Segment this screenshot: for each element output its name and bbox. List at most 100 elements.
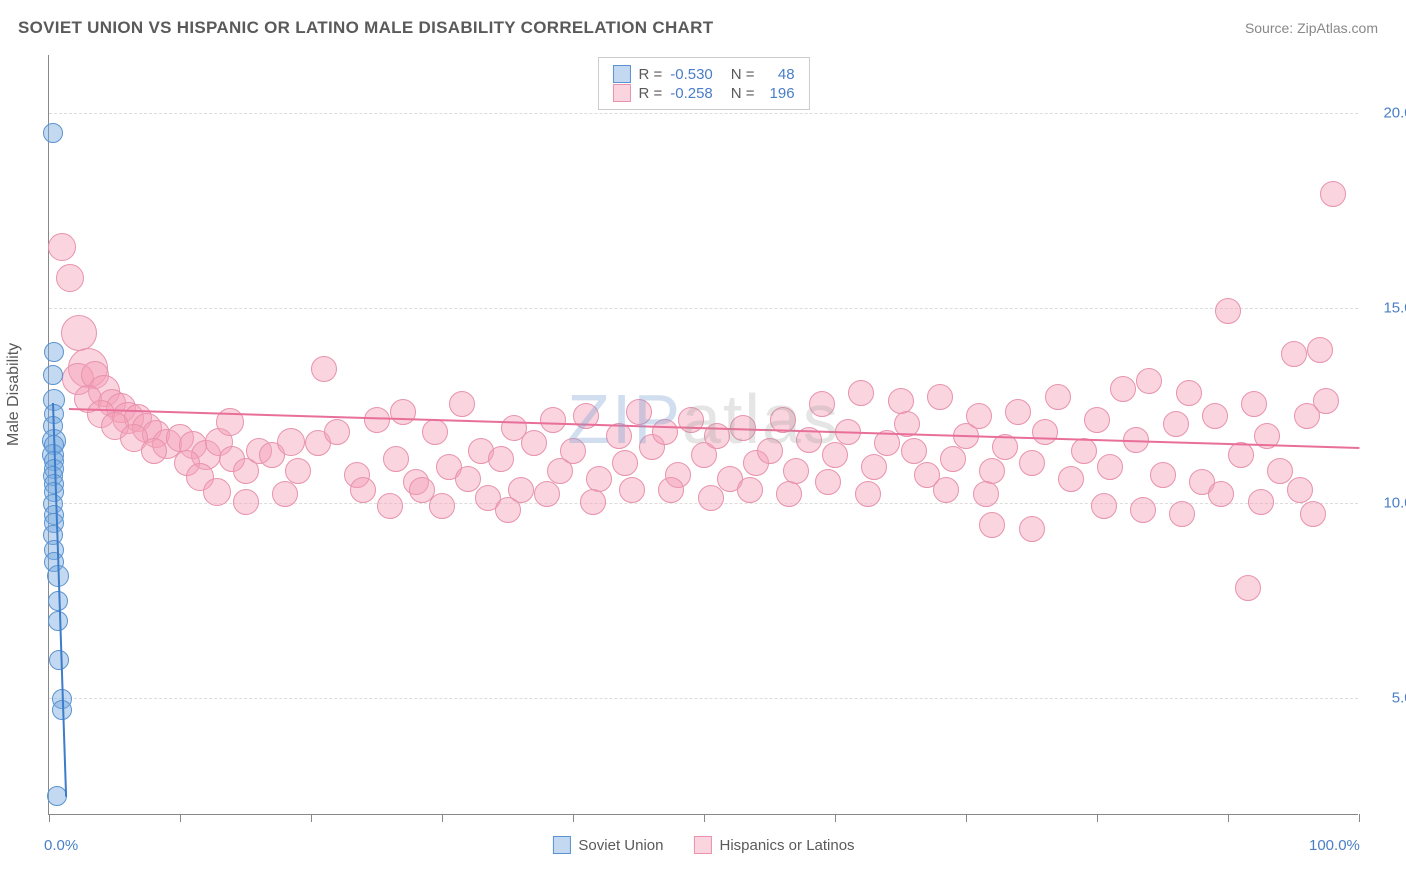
scatter-point bbox=[383, 446, 409, 472]
scatter-point bbox=[1058, 466, 1084, 492]
scatter-point bbox=[1176, 380, 1202, 406]
scatter-point bbox=[698, 485, 724, 511]
scatter-point bbox=[822, 442, 848, 468]
legend-n-value: 196 bbox=[763, 85, 795, 102]
scatter-point bbox=[1215, 298, 1241, 324]
legend-r-value: -0.530 bbox=[670, 66, 713, 83]
scatter-point bbox=[455, 466, 481, 492]
legend-stats: R =-0.530N =48R =-0.258N =196 bbox=[597, 57, 809, 110]
scatter-point bbox=[1228, 442, 1254, 468]
scatter-point bbox=[324, 419, 350, 445]
scatter-point bbox=[1091, 493, 1117, 519]
scatter-point bbox=[757, 438, 783, 464]
source-label: Source: ZipAtlas.com bbox=[1245, 20, 1378, 36]
x-tick-label: 100.0% bbox=[1309, 837, 1360, 854]
y-tick-label: 5.0% bbox=[1392, 690, 1406, 707]
scatter-point bbox=[1071, 438, 1097, 464]
legend-label: Soviet Union bbox=[578, 837, 663, 854]
scatter-point bbox=[612, 450, 638, 476]
scatter-point bbox=[272, 481, 298, 507]
x-tick bbox=[835, 814, 836, 822]
scatter-point bbox=[350, 477, 376, 503]
y-axis-title: Male Disability bbox=[5, 343, 23, 446]
scatter-point bbox=[1320, 181, 1346, 207]
scatter-point bbox=[815, 469, 841, 495]
scatter-point bbox=[44, 342, 64, 362]
y-tick-label: 15.0% bbox=[1383, 300, 1406, 317]
scatter-point bbox=[429, 493, 455, 519]
scatter-point bbox=[652, 419, 678, 445]
scatter-point bbox=[43, 123, 63, 143]
legend-swatch bbox=[552, 836, 570, 854]
scatter-point bbox=[56, 264, 84, 292]
scatter-point bbox=[1287, 477, 1313, 503]
y-tick-label: 10.0% bbox=[1383, 495, 1406, 512]
scatter-point bbox=[61, 315, 97, 351]
scatter-point bbox=[1169, 501, 1195, 527]
scatter-point bbox=[534, 481, 560, 507]
gridline-h bbox=[49, 308, 1358, 309]
scatter-point bbox=[203, 478, 231, 506]
scatter-point bbox=[495, 497, 521, 523]
legend-swatch bbox=[612, 84, 630, 102]
x-tick bbox=[1228, 814, 1229, 822]
scatter-point bbox=[966, 403, 992, 429]
scatter-point bbox=[1202, 403, 1228, 429]
scatter-point bbox=[901, 438, 927, 464]
scatter-point bbox=[1281, 341, 1307, 367]
scatter-point bbox=[449, 391, 475, 417]
scatter-point bbox=[48, 233, 76, 261]
scatter-point bbox=[422, 419, 448, 445]
gridline-h bbox=[49, 113, 1358, 114]
gridline-h bbox=[49, 698, 1358, 699]
scatter-point bbox=[49, 650, 69, 670]
legend-n-value: 48 bbox=[763, 66, 795, 83]
scatter-point bbox=[1084, 407, 1110, 433]
scatter-point bbox=[940, 446, 966, 472]
scatter-point bbox=[737, 477, 763, 503]
x-tick bbox=[573, 814, 574, 822]
legend-label: Hispanics or Latinos bbox=[719, 837, 854, 854]
x-tick bbox=[1097, 814, 1098, 822]
legend-swatch bbox=[612, 65, 630, 83]
scatter-point bbox=[927, 384, 953, 410]
scatter-point bbox=[488, 446, 514, 472]
scatter-point bbox=[933, 477, 959, 503]
scatter-point bbox=[364, 407, 390, 433]
legend-swatch bbox=[693, 836, 711, 854]
x-tick bbox=[1359, 814, 1360, 822]
x-tick bbox=[442, 814, 443, 822]
scatter-point bbox=[1307, 337, 1333, 363]
y-tick-label: 20.0% bbox=[1383, 105, 1406, 122]
x-tick bbox=[311, 814, 312, 822]
legend-item: Soviet Union bbox=[552, 836, 663, 854]
scatter-point bbox=[540, 407, 566, 433]
legend-r-value: -0.258 bbox=[670, 85, 713, 102]
scatter-point bbox=[861, 454, 887, 480]
scatter-point bbox=[855, 481, 881, 507]
scatter-point bbox=[1019, 450, 1045, 476]
scatter-point bbox=[285, 458, 311, 484]
scatter-point bbox=[1045, 384, 1071, 410]
scatter-point bbox=[1136, 368, 1162, 394]
legend-stat-row: R =-0.258N =196 bbox=[612, 84, 794, 102]
chart-plot-area: ZIPatlas R =-0.530N =48R =-0.258N =196 S… bbox=[48, 55, 1358, 815]
legend-r-label: R = bbox=[638, 66, 662, 83]
scatter-point bbox=[783, 458, 809, 484]
scatter-point bbox=[233, 489, 259, 515]
scatter-point bbox=[1005, 399, 1031, 425]
scatter-point bbox=[619, 477, 645, 503]
scatter-point bbox=[580, 489, 606, 515]
scatter-point bbox=[1130, 497, 1156, 523]
scatter-point bbox=[521, 430, 547, 456]
legend-r-label: R = bbox=[638, 85, 662, 102]
chart-title: SOVIET UNION VS HISPANIC OR LATINO MALE … bbox=[18, 18, 713, 38]
scatter-point bbox=[678, 407, 704, 433]
x-tick bbox=[49, 814, 50, 822]
scatter-point bbox=[586, 466, 612, 492]
x-tick bbox=[966, 814, 967, 822]
x-tick-label: 0.0% bbox=[44, 837, 78, 854]
scatter-point bbox=[311, 356, 337, 382]
scatter-point bbox=[43, 365, 63, 385]
x-tick bbox=[704, 814, 705, 822]
